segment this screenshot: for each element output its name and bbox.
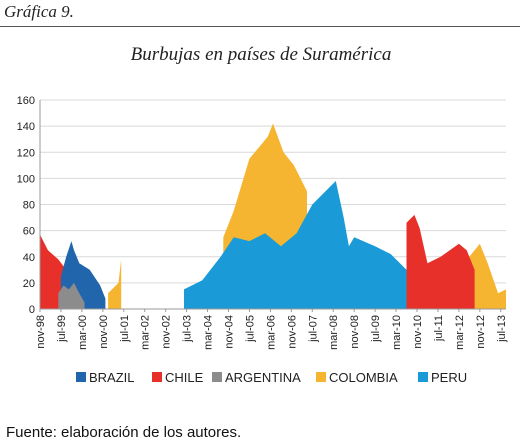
legend-label-peru: PERU — [431, 370, 467, 385]
figure-label: Gráfica 9. — [4, 2, 74, 21]
legend-swatch-argentina — [212, 372, 222, 382]
legend-label-colombia: COLOMBIA — [329, 370, 398, 385]
area-colombia — [108, 259, 122, 309]
x-tick-label: mar-04 — [203, 315, 215, 350]
y-tick-label: 120 — [17, 147, 35, 159]
y-tick-label: 40 — [23, 252, 35, 264]
y-tick-label: 80 — [23, 200, 35, 212]
x-tick-label: nov-12 — [475, 315, 487, 349]
area-chile — [406, 214, 475, 309]
x-tick-label: jul-09 — [370, 315, 382, 343]
x-tick-label: nov-10 — [412, 315, 424, 349]
bubble-area-chart: 0 20 40 60 80 100 120 140 160 nov-98 jul-99 mar-00 n… — [17, 95, 508, 385]
y-tick-label: 20 — [23, 278, 35, 290]
x-tick-label: jul-05 — [244, 315, 256, 343]
legend-swatch-brazil — [76, 372, 86, 382]
legend-label-argentina: ARGENTINA — [225, 370, 301, 385]
area-argentina — [58, 282, 85, 309]
legend-swatch-colombia — [316, 372, 326, 382]
x-tick-label: jul-01 — [119, 315, 131, 343]
x-tick-label: mar-06 — [265, 315, 277, 350]
x-tick-label: nov-08 — [349, 315, 361, 349]
x-tick-label: jul-07 — [307, 315, 319, 343]
x-tick-label: jul-13 — [496, 315, 508, 343]
x-tick-label: jul-99 — [56, 315, 68, 343]
x-tick-label: nov-00 — [98, 315, 110, 349]
chart-title: Burbujas en países de Suramérica — [130, 44, 392, 65]
y-tick-label: 100 — [17, 173, 35, 185]
area-peru — [184, 181, 417, 309]
source-note: Fuente: elaboración de los autores. — [6, 424, 242, 441]
x-tick-label: mar-12 — [454, 315, 466, 350]
top-rule — [0, 26, 520, 27]
y-tick-label: 60 — [23, 226, 35, 238]
legend-swatch-chile — [152, 372, 162, 382]
x-tick-label: mar-00 — [77, 315, 89, 350]
legend-swatch-peru — [418, 372, 428, 382]
x-tick-label: mar-08 — [328, 315, 340, 350]
x-tick-label: nov-04 — [223, 315, 235, 349]
x-tick-label: mar-02 — [140, 315, 152, 350]
x-tick-label: nov-02 — [161, 315, 173, 349]
x-tick-label: nov-98 — [35, 315, 47, 349]
y-tick-label: 140 — [17, 121, 35, 133]
area-chile — [40, 234, 67, 309]
y-tick-label: 160 — [17, 95, 35, 107]
x-tick-label: nov-06 — [286, 315, 298, 349]
x-tick-label: jul-03 — [182, 315, 194, 343]
x-tick-label: mar-10 — [391, 315, 403, 350]
legend-label-brazil: BRAZIL — [89, 370, 135, 385]
legend-label-chile: CHILE — [165, 370, 204, 385]
y-tick-label: 0 — [29, 304, 35, 316]
x-tick-label: jul-11 — [433, 315, 445, 342]
